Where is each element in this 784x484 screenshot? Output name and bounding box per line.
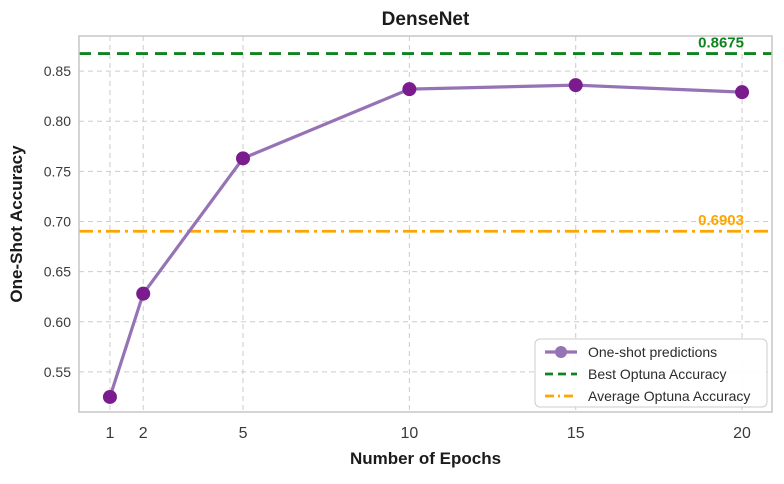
y-tick-label-0.65: 0.65 xyxy=(44,264,71,280)
data-point-epoch-1 xyxy=(102,389,117,404)
legend-box xyxy=(534,338,768,408)
plot-border xyxy=(78,35,773,413)
y-tick-label-0.75: 0.75 xyxy=(44,163,71,179)
legend-marker-circle xyxy=(555,346,567,358)
y-tick-label-0.60: 0.60 xyxy=(44,314,71,330)
legend-item-one-shot-predictions: One-shot predictions xyxy=(545,344,717,360)
y-axis-label: One-Shot Accuracy xyxy=(7,145,26,303)
data-point-epoch-15 xyxy=(568,78,583,93)
x-axis-label: Number of Epochs xyxy=(350,449,501,468)
y-tick-label-0.55: 0.55 xyxy=(44,364,71,380)
y-tick-label-0.80: 0.80 xyxy=(44,113,71,129)
x-tick-label-20: 20 xyxy=(733,425,751,442)
x-tick-label-15: 15 xyxy=(567,425,585,442)
data-point-epoch-2 xyxy=(136,286,151,301)
legend-item-average-optuna-accuracy: Average Optuna Accuracy xyxy=(545,388,750,404)
legend-label-one-shot-predictions: One-shot predictions xyxy=(588,344,717,360)
data-point-epoch-20 xyxy=(735,85,750,100)
x-tick-label-1: 1 xyxy=(105,425,114,442)
data-point-epoch-5 xyxy=(236,151,251,166)
y-tick-label-0.70: 0.70 xyxy=(44,213,71,229)
x-tick-label-10: 10 xyxy=(400,425,418,442)
best-optuna-accuracy-value-label: 0.8675 xyxy=(698,35,744,52)
x-tick-label-5: 5 xyxy=(239,425,248,442)
chart-title: DenseNet xyxy=(382,9,470,30)
legend: One-shot predictions Best Optuna Accuracy… xyxy=(534,338,768,408)
legend-item-best-optuna-accuracy: Best Optuna Accuracy xyxy=(545,366,727,382)
x-tick-label-2: 2 xyxy=(139,425,148,442)
average-optuna-accuracy-value-label: 0.6903 xyxy=(698,212,744,229)
legend-label-best-optuna-accuracy: Best Optuna Accuracy xyxy=(588,366,727,382)
data-point-epoch-10 xyxy=(402,82,417,97)
legend-label-average-optuna-accuracy: Average Optuna Accuracy xyxy=(588,388,750,404)
y-tick-label-0.85: 0.85 xyxy=(44,63,71,79)
one-shot-predictions-line xyxy=(108,83,744,399)
